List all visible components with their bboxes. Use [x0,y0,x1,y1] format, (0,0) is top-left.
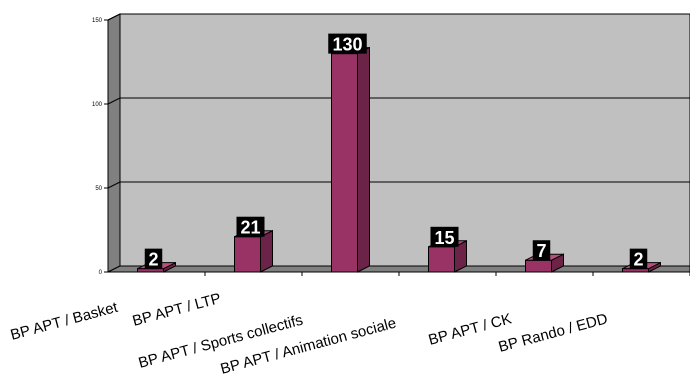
data-label: 130 [332,35,362,55]
bar-front [428,246,455,273]
data-label-box [236,216,265,237]
bar-front [525,259,552,273]
chart-back-wall [119,13,690,267]
gridline-depth [107,97,121,105]
x-category-label: BP APT / LTP [131,290,223,330]
data-labels: 2 21 130 15 7 2 [144,33,648,270]
data-label: 2 [148,250,158,270]
bar-front [234,236,261,273]
x-category-label: BP APT / Basket [9,299,121,344]
data-label-box [144,248,163,269]
y-tick-label: 50 [95,186,102,192]
y-tick-label: 0 [99,270,103,276]
x-category-label: BP APT / Animation sociale [219,315,398,378]
data-label-box [430,226,459,247]
y-tick-label: 150 [92,18,103,24]
data-label: 2 [633,250,643,270]
bar-front [331,53,358,273]
chart-floor [107,265,690,273]
gridlines [107,13,690,189]
x-category-label: BP Rando / EDD [497,310,610,356]
data-label-box [629,248,648,269]
bar-side [357,46,370,273]
gridline-depth [107,13,121,21]
bars [137,46,661,273]
y-tick-label: 100 [92,102,103,108]
data-label-box [532,240,551,261]
gridline-depth [107,181,121,189]
data-label: 7 [536,241,546,261]
chart-side-wall [107,13,121,273]
y-axis-ticks: 0 50 100 150 [92,18,690,276]
bar-side [260,229,273,273]
data-label-box [328,33,367,54]
data-label: 15 [434,228,454,248]
data-label: 21 [240,218,260,238]
